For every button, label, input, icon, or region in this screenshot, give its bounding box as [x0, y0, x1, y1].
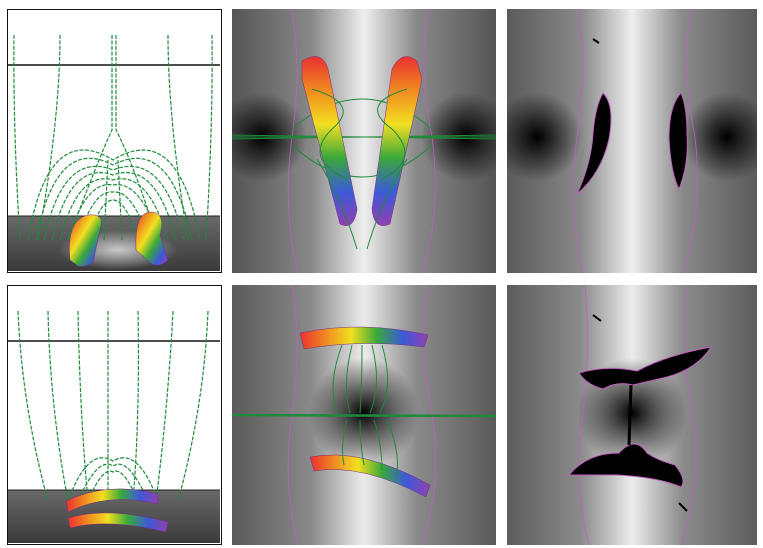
- field-lines: [17, 310, 209, 502]
- twisted-field-lines: [311, 88, 408, 250]
- black-stem: [627, 384, 633, 446]
- flux-tube-left: [69, 214, 102, 267]
- small-mark-top: [592, 38, 600, 44]
- flux-tube-upper: [65, 488, 159, 513]
- flux-tube-upper: [299, 326, 429, 350]
- row2-top-view-shading-plot: [507, 285, 757, 545]
- row2-side-view-plot: [8, 310, 220, 543]
- dark-spot-right: [682, 92, 757, 182]
- separatrix-right: [680, 285, 696, 545]
- dark-spot-center: [309, 358, 419, 468]
- separatrix-left: [578, 285, 590, 545]
- horizontal-field-lines: [232, 98, 496, 178]
- black-region-right: [668, 92, 688, 191]
- separatrix-left: [572, 9, 584, 273]
- row1-top-view-shading-panel: [507, 9, 757, 273]
- dark-spot-left: [507, 92, 582, 182]
- horizontal-field-line: [232, 413, 496, 418]
- flux-tube-lower: [309, 454, 431, 498]
- field-lines: [13, 34, 213, 241]
- flux-tube-right: [371, 56, 423, 226]
- small-mark-bottom: [678, 502, 688, 512]
- separatrix-left: [287, 285, 299, 545]
- row1-side-view-panel: [7, 9, 222, 273]
- separatrix-right: [682, 9, 698, 273]
- flux-tube-left: [301, 56, 358, 226]
- separatrix-right: [421, 285, 436, 545]
- black-region-upper: [578, 346, 713, 390]
- row2-top-view-field-lines-plot: [232, 285, 496, 545]
- row2-top-view-shading-panel: [507, 285, 757, 545]
- small-mark-top: [592, 314, 602, 322]
- flux-tube-right: [135, 211, 169, 266]
- row1-top-view-shading-plot: [507, 9, 757, 273]
- row1-top-view-field-lines-panel: [232, 9, 496, 273]
- connecting-field-lines: [332, 344, 398, 476]
- row2-side-view-panel: [7, 285, 222, 545]
- flux-tube-lower: [67, 512, 169, 533]
- black-region-lower: [567, 443, 684, 488]
- black-region-left: [576, 92, 612, 195]
- row1-side-view-plot: [8, 34, 220, 271]
- row2-top-view-field-lines-panel: [232, 285, 496, 545]
- row1-top-view-field-lines-plot: [232, 9, 496, 273]
